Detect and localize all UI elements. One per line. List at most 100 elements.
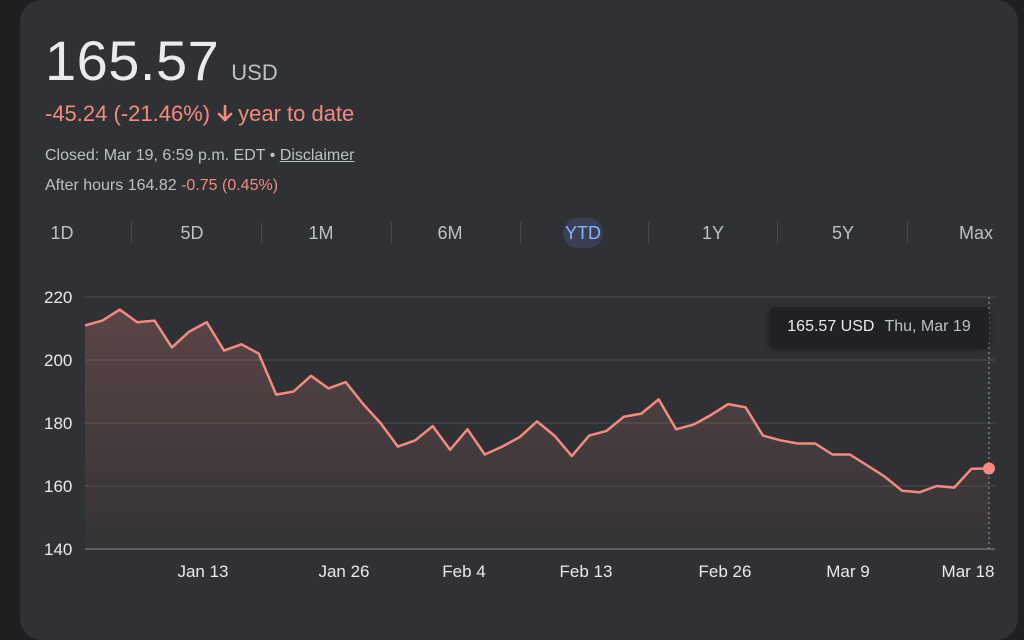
after-hours-change: -0.75 (0.45%) [181,177,279,194]
data-point[interactable] [482,452,488,458]
data-point[interactable] [517,434,523,440]
tab-max[interactable]: Max [958,223,993,243]
data-point[interactable] [604,428,610,434]
data-point[interactable] [117,307,123,313]
range-tabs: 1D 5D 1M 6M YTD 1Y 5Y Max [20,218,1018,250]
data-point[interactable] [864,463,870,469]
tab-divider [261,222,262,244]
tooltip-date: Thu, Mar 19 [884,318,971,335]
x-tick-label: Feb 4 [442,562,485,581]
data-point[interactable] [378,420,384,426]
y-tick-label: 180 [44,414,72,433]
tooltip-value: 165.57 USD [787,318,875,335]
data-point[interactable] [777,437,783,443]
tab-divider [131,222,132,244]
data-point[interactable] [308,373,314,379]
currency-label: USD [231,60,278,85]
tab-5d[interactable]: 5D [180,223,204,243]
price-chart[interactable]: 220 200 180 160 140 Jan 13 Jan 26 Feb 4 Feb 13 F… [0,0,1024,603]
tab-6m[interactable]: 6M [437,223,463,243]
data-point[interactable] [204,319,210,325]
separator-dot: • [269,147,276,164]
data-point[interactable] [412,437,418,443]
data-point[interactable] [569,453,575,459]
data-point[interactable] [795,440,801,446]
data-point[interactable] [169,344,175,350]
data-point[interactable] [743,404,749,410]
data-point[interactable] [99,318,105,324]
data-point[interactable] [256,351,262,357]
data-point[interactable] [586,433,592,439]
data-point[interactable] [812,440,818,446]
data-point[interactable] [673,426,679,432]
tab-5y[interactable]: 5Y [831,223,855,243]
data-point[interactable] [134,319,140,325]
x-tick-label: Jan 26 [318,562,369,581]
data-point[interactable] [725,401,731,407]
data-point[interactable] [325,385,331,391]
data-point[interactable] [499,444,505,450]
x-tick-label: Mar 9 [826,562,869,581]
data-point[interactable] [221,348,227,354]
after-hours-label: After hours 164.82 [45,177,177,194]
y-tick-label: 220 [44,288,72,307]
disclaimer-link[interactable]: Disclaimer [279,147,355,164]
tab-divider [907,222,908,244]
price-line [84,308,990,494]
current-point-marker [983,462,995,475]
tab-ytd[interactable]: YTD [563,218,603,248]
data-point[interactable] [82,322,88,328]
data-point[interactable] [395,444,401,450]
y-tick-label: 200 [44,351,72,370]
data-point[interactable] [708,412,714,418]
tab-divider [520,222,521,244]
data-point[interactable] [638,411,644,417]
data-point[interactable] [899,488,905,494]
data-point[interactable] [464,426,470,432]
after-hours-info: After hours 164.82 -0.75 (0.45%) [45,177,278,195]
data-point[interactable] [534,418,540,424]
data-point[interactable] [291,389,297,395]
change-row: -45.24 (-21.46%) year to date [45,101,354,127]
data-point[interactable] [934,483,940,489]
data-point[interactable] [760,433,766,439]
x-tick-label: Feb 13 [560,562,613,581]
closed-text: Closed: Mar 19, 6:59 p.m. EDT [45,147,266,164]
chart-tooltip: 165.57 USD Thu, Mar 19 [769,307,989,347]
data-point[interactable] [447,447,453,453]
data-point[interactable] [273,392,279,398]
data-point[interactable] [430,423,436,429]
data-point[interactable] [360,401,366,407]
data-point[interactable] [152,318,158,324]
data-point[interactable] [238,341,244,347]
data-point[interactable] [882,474,888,480]
current-price: 165.57 [45,29,220,92]
data-point[interactable] [916,489,922,495]
data-point[interactable] [186,329,192,335]
data-point[interactable] [830,452,836,458]
tab-divider [648,222,649,244]
x-tick-label: Jan 13 [177,562,228,581]
data-point[interactable] [343,379,349,385]
price-change: -45.24 (-21.46%) [45,101,211,126]
data-point[interactable] [621,414,627,420]
data-point[interactable] [969,466,975,472]
data-point[interactable] [656,396,662,402]
tab-divider [391,222,392,244]
y-tick-label: 140 [44,540,72,559]
data-point[interactable] [690,422,696,428]
x-tick-label: Mar 18 [942,562,995,581]
closed-info: Closed: Mar 19, 6:59 p.m. EDT • Disclaim… [45,147,354,165]
price-area [85,309,989,549]
tab-1m[interactable]: 1M [308,223,334,243]
arrow-down-icon [217,105,233,122]
data-point[interactable] [951,485,957,491]
y-tick-label: 160 [44,477,72,496]
data-point[interactable] [847,452,853,458]
tab-1d[interactable]: 1D [50,223,74,243]
x-tick-label: Feb 26 [699,562,752,581]
data-point[interactable] [551,433,557,439]
tab-1y[interactable]: 1Y [701,223,725,243]
period-label: year to date [238,101,355,126]
price-row: 165.57 USD [45,28,278,93]
